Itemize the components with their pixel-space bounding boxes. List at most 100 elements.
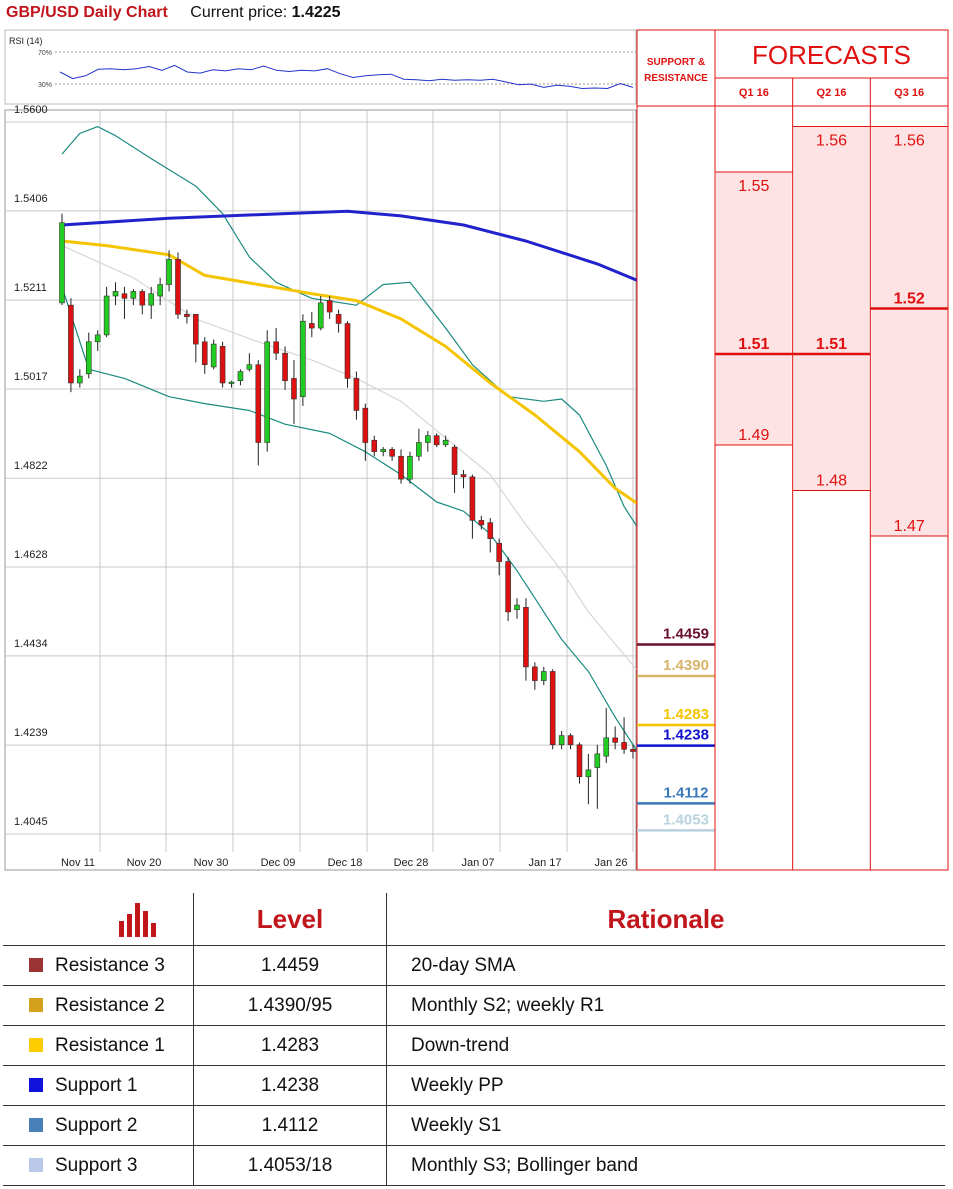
chart-title: GBP/USD Daily Chart <box>6 4 168 21</box>
level-name-cell: Support 2 <box>3 1105 194 1146</box>
candle <box>451 444 458 493</box>
bollinger-upper-line <box>61 126 643 535</box>
forecast-range <box>871 126 947 536</box>
x-tick-label: Dec 18 <box>328 857 363 869</box>
candle-body <box>362 407 369 443</box>
candle <box>193 314 199 363</box>
candle-body <box>255 364 262 443</box>
candle-body <box>380 449 386 452</box>
table-row: Resistance 2 1.4390/95 Monthly S2; weekly … <box>3 985 945 1026</box>
candle <box>166 250 172 292</box>
rationale-header: Rationale <box>386 893 945 946</box>
candle-body <box>121 293 128 299</box>
candle <box>210 339 217 370</box>
candle-body <box>326 300 333 313</box>
forecast-range <box>793 126 870 491</box>
candle <box>407 451 413 484</box>
rsi-panel: RSI (14) 70% 30% <box>4 29 637 105</box>
level-header: Level <box>193 893 387 946</box>
level-name-cell: Resistance 1 <box>3 1025 194 1066</box>
y-tick-label: 1.5406 <box>14 193 48 205</box>
candle <box>621 717 627 754</box>
candle <box>362 403 369 461</box>
candle-body <box>246 364 253 370</box>
sr-label-line1: SUPPORT & <box>647 57 705 68</box>
table-header-row: Level Rationale <box>3 893 945 946</box>
level-rationale: Monthly S3; Bollinger band <box>386 1145 945 1186</box>
x-tick-label: Dec 28 <box>394 857 429 869</box>
y-tick-label: 1.5600 <box>14 104 48 116</box>
candle-body <box>576 744 583 778</box>
candle <box>353 371 360 420</box>
y-tick-label: 1.4822 <box>14 460 48 472</box>
forecast-mid-label: 1.52 <box>894 291 925 308</box>
candle-body <box>442 439 449 446</box>
candle <box>309 312 315 338</box>
candle <box>487 518 494 553</box>
candle-body <box>398 455 404 480</box>
candle-body <box>282 352 288 382</box>
price-panel-frame <box>4 109 637 871</box>
color-swatch <box>29 1077 43 1092</box>
level-rationale: 20-day SMA <box>386 945 945 986</box>
candle <box>523 598 529 681</box>
candle <box>540 666 547 686</box>
candle-body <box>621 742 627 750</box>
candle-body <box>94 334 101 343</box>
level-rationale: Weekly S1 <box>386 1105 945 1146</box>
x-tick-label: Jan 17 <box>528 857 561 869</box>
candle <box>460 469 467 489</box>
candle <box>558 730 565 750</box>
candle-body <box>451 446 458 475</box>
forecast-high-label: 1.56 <box>816 133 847 150</box>
candle-body <box>407 455 413 480</box>
candle <box>228 380 235 388</box>
candle <box>264 330 271 452</box>
candle <box>478 515 485 530</box>
candle-body <box>353 378 360 411</box>
candle-body <box>496 542 502 562</box>
candle-body <box>585 769 592 778</box>
y-tick-label: 1.5017 <box>14 371 48 383</box>
chart-area: RSI (14)70%30% 1.5600 1.5406 1.5211 1.5017 1… <box>4 29 949 871</box>
candle-body <box>68 304 74 384</box>
candle-body <box>567 735 574 746</box>
candle <box>255 360 262 466</box>
candle <box>532 662 538 690</box>
candle <box>85 332 92 379</box>
level-label: 1.4390 <box>663 657 709 674</box>
candle <box>567 733 574 750</box>
candle <box>416 428 422 461</box>
candle <box>505 556 511 622</box>
candle-body <box>460 474 467 478</box>
rsi-label-30: 30% <box>38 82 52 89</box>
candle <box>442 435 449 448</box>
candle-body <box>175 259 181 315</box>
table-row: Resistance 3 1.4459 20-day SMA <box>3 945 945 986</box>
candle-body <box>103 295 110 336</box>
candle <box>612 726 618 750</box>
candle <box>371 435 378 457</box>
candle-body <box>273 341 279 354</box>
level-name: Support 1 <box>55 1074 138 1096</box>
forecast-low-label: 1.48 <box>816 473 847 490</box>
candle-body <box>184 314 190 317</box>
level-name-cell: Support 3 <box>3 1145 194 1186</box>
candle-body <box>630 748 636 752</box>
level-name: Support 2 <box>55 1114 138 1136</box>
candle-body <box>317 302 324 329</box>
x-tick-label: Nov 30 <box>194 857 229 869</box>
candle <box>112 282 119 306</box>
forecast-mid-label: 1.51 <box>738 336 769 353</box>
candle <box>237 369 244 386</box>
color-swatch <box>29 957 43 972</box>
forecast-low-label: 1.49 <box>738 427 769 444</box>
x-tick-label: Nov 11 <box>61 857 95 869</box>
candle <box>77 369 83 388</box>
level-value: 1.4238 <box>193 1065 387 1106</box>
candle-body <box>371 439 378 452</box>
candle <box>94 330 101 351</box>
y-tick-label: 1.5211 <box>14 282 47 294</box>
candle-body <box>549 671 556 746</box>
candle <box>317 295 324 331</box>
